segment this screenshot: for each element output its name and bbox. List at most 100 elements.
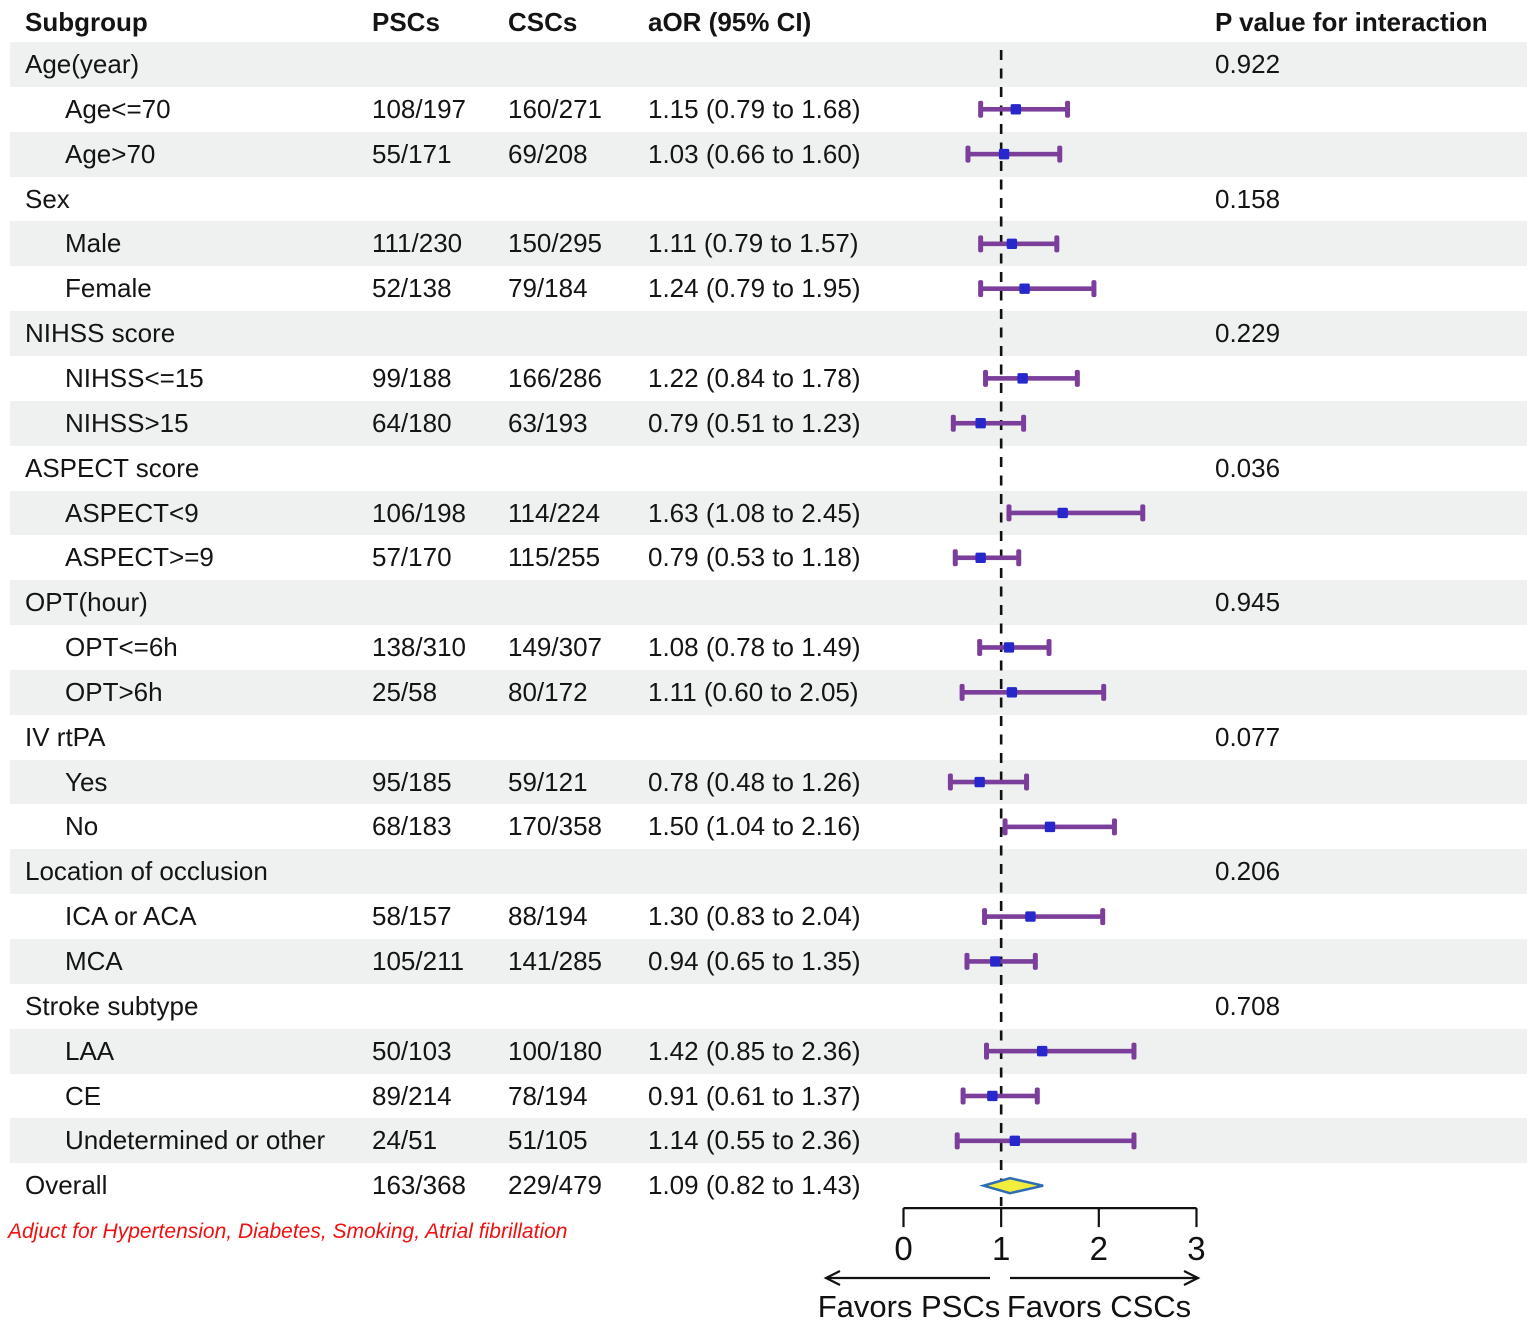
psc-count: 89/214	[372, 1080, 452, 1111]
row-label: Male	[65, 228, 122, 259]
favors-pscs-label: Favors PSCs	[818, 1289, 1001, 1321]
row-label: LAA	[65, 1035, 115, 1066]
csc-count: 150/295	[508, 228, 602, 259]
aor-ci-text: 1.15 (0.79 to 1.68)	[648, 93, 861, 124]
row-label: NIHSS<=15	[65, 362, 204, 393]
p-value: 0.036	[1215, 452, 1281, 483]
table-group-row: ASPECT score 0.036	[10, 446, 1527, 491]
psc-count: 64/180	[372, 407, 452, 438]
table-row: OPT<=6h 138/310 149/307 1.08 (0.78 to 1.49)	[10, 625, 1527, 670]
row-label: IV rtPA	[25, 721, 106, 752]
psc-count: 52/138	[372, 273, 452, 304]
col-header-pscs: PSCs	[372, 7, 440, 37]
col-header-aor-ci: aOR (95% CI)	[648, 7, 812, 37]
row-label: Age<=70	[65, 93, 171, 124]
csc-count: 80/172	[508, 676, 588, 707]
csc-count: 51/105	[508, 1125, 588, 1156]
row-label: Female	[65, 273, 152, 304]
aor-ci-text: 1.22 (0.84 to 1.78)	[648, 362, 861, 393]
csc-count: 141/285	[508, 946, 602, 976]
psc-count: 108/197	[372, 93, 466, 124]
row-label: CE	[65, 1080, 102, 1111]
p-value: 0.206	[1215, 856, 1281, 887]
psc-count: 111/230	[372, 228, 463, 259]
row-label: Age>70	[65, 138, 156, 169]
table-group-row: IV rtPA 0.077	[10, 715, 1527, 760]
aor-ci-text: 0.94 (0.65 to 1.35)	[648, 946, 861, 976]
table-row: Female 52/138 79/184 1.24 (0.79 to 1.95)	[10, 266, 1527, 311]
psc-count: 163/368	[372, 1170, 466, 1201]
csc-count: 100/180	[508, 1035, 602, 1066]
table-row: Age>70 55/171 69/208 1.03 (0.66 to 1.60)	[10, 131, 1527, 177]
psc-count: 95/185	[372, 766, 452, 797]
csc-count: 115/255	[508, 542, 601, 573]
psc-count: 105/211	[372, 946, 465, 976]
aor-ci-text: 1.24 (0.79 to 1.95)	[648, 273, 861, 304]
psc-count: 138/310	[372, 632, 466, 663]
table-group-row: Sex 0.158	[10, 177, 1527, 222]
row-label: ASPECT>=9	[65, 542, 214, 573]
psc-count: 55/171	[372, 138, 452, 169]
aor-ci-text: 1.09 (0.82 to 1.43)	[648, 1170, 861, 1201]
table-group-row: OPT(hour) 0.945	[10, 580, 1527, 626]
x-axis-tick-label: 1	[992, 1230, 1010, 1267]
csc-count: 160/271	[508, 93, 602, 124]
table-row: ASPECT<9 106/198 114/224 1.63 (1.08 to 2.45…	[10, 490, 1527, 536]
row-label: ASPECT score	[25, 452, 200, 483]
table-row: LAA 50/103 100/180 1.42 (0.85 to 2.36)	[10, 1028, 1527, 1074]
favors-cscs-label: Favors CSCs	[1007, 1289, 1191, 1321]
table-row: CE 89/214 78/194 0.91 (0.61 to 1.37)	[10, 1074, 1527, 1119]
csc-count: 78/194	[508, 1080, 588, 1111]
x-axis-tick-label: 3	[1187, 1230, 1205, 1267]
csc-count: 149/307	[508, 632, 602, 663]
table-row: ICA or ACA 58/157 88/194 1.30 (0.83 to 2.04…	[10, 894, 1527, 939]
aor-ci-text: 1.08 (0.78 to 1.49)	[648, 632, 861, 663]
aor-ci-text: 0.91 (0.61 to 1.37)	[648, 1080, 861, 1111]
row-label: ASPECT<9	[65, 497, 199, 528]
aor-ci-text: 0.79 (0.53 to 1.18)	[648, 542, 861, 573]
table-row: Undetermined or other 24/51 51/105 1.14 (0.…	[10, 1118, 1527, 1164]
csc-count: 63/193	[508, 407, 588, 438]
csc-count: 229/479	[508, 1170, 602, 1201]
aor-ci-text: 0.78 (0.48 to 1.26)	[648, 766, 861, 797]
aor-ci-text: 1.03 (0.66 to 1.60)	[648, 138, 861, 169]
aor-ci-text: 1.30 (0.83 to 2.04)	[648, 901, 861, 932]
row-label: Location of occlusion	[25, 856, 268, 887]
csc-count: 69/208	[508, 138, 588, 169]
psc-count: 58/157	[372, 901, 452, 932]
p-value: 0.158	[1215, 183, 1281, 214]
favors-pscs-arrowhead	[823, 1270, 841, 1286]
row-label: ICA or ACA	[65, 901, 197, 932]
x-axis-tick-label: 2	[1090, 1230, 1108, 1267]
row-label: Stroke subtype	[25, 990, 199, 1021]
row-label: Yes	[65, 766, 108, 797]
p-value: 0.077	[1215, 721, 1281, 752]
csc-count: 59/121	[508, 766, 588, 797]
table-row: Overall 163/368 229/479 1.09 (0.82 to 1.43)	[10, 1163, 1527, 1208]
row-label: Undetermined or other	[65, 1125, 326, 1156]
row-label: NIHSS score	[25, 318, 176, 349]
psc-count: 24/51	[372, 1125, 438, 1156]
psc-count: 68/183	[372, 811, 452, 842]
row-label: Sex	[25, 183, 70, 214]
csc-count: 88/194	[508, 901, 588, 932]
x-axis-tick-label: 0	[894, 1230, 912, 1267]
row-label: MCA	[65, 946, 123, 976]
csc-count: 79/184	[508, 273, 588, 304]
table-row: Yes 95/185 59/121 0.78 (0.48 to 1.26)	[10, 759, 1527, 805]
psc-count: 106/198	[372, 497, 466, 528]
table-row: NIHSS<=15 99/188 166/286 1.22 (0.84 to 1.78…	[10, 356, 1527, 401]
table-row: ASPECT>=9 57/170 115/255 0.79 (0.53 to 1.18…	[10, 535, 1527, 580]
table-row: Age<=70 108/197 160/271 1.15 (0.79 to 1.68)	[10, 87, 1527, 132]
csc-count: 114/224	[508, 497, 601, 528]
table-group-row: Location of occlusion 0.206	[10, 849, 1527, 895]
p-value: 0.922	[1215, 49, 1281, 79]
table-row: No 68/183 170/358 1.50 (1.04 to 2.16)	[10, 804, 1527, 849]
col-header-p-interaction: P value for interaction	[1215, 7, 1488, 37]
csc-count: 166/286	[508, 362, 602, 393]
table-group-row: Age(year) 0.922	[10, 42, 1527, 87]
aor-ci-text: 1.63 (1.08 to 2.45)	[648, 497, 861, 528]
psc-count: 50/103	[372, 1035, 452, 1066]
table-row: Male 111/230 150/295 1.11 (0.79 to 1.57)	[10, 221, 1527, 267]
